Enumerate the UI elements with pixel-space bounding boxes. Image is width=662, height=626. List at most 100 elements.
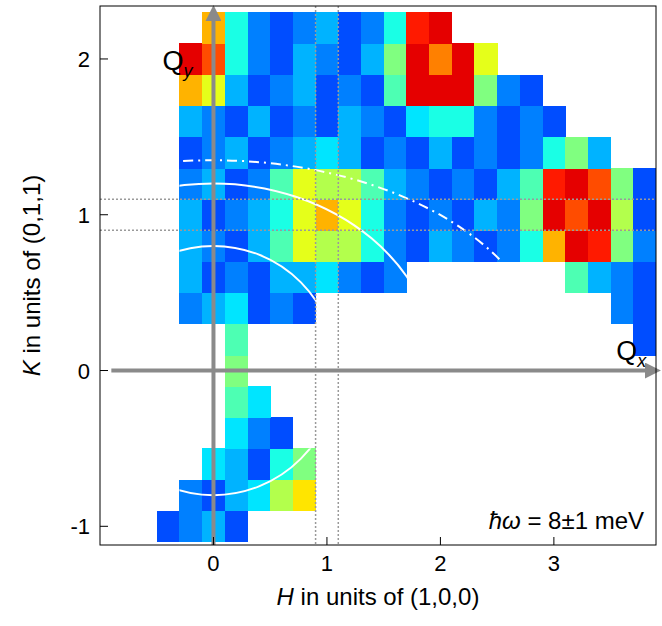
heat-cell <box>361 43 384 75</box>
x-axis-label: H in units of (1,0,0) <box>277 583 480 610</box>
heat-cell <box>565 168 588 200</box>
heat-cell <box>406 137 429 169</box>
heat-cell <box>633 199 656 231</box>
heat-cell <box>520 230 543 262</box>
x-tick-label: 2 <box>434 551 446 576</box>
heat-cell <box>338 168 361 200</box>
heat-cell <box>225 199 248 231</box>
heat-cell <box>474 137 497 169</box>
heat-cell <box>293 75 316 107</box>
heat-cell <box>316 261 339 293</box>
heat-cell <box>429 43 452 75</box>
heat-cell <box>179 261 202 293</box>
heat-cell <box>452 43 475 75</box>
q-arrow <box>111 369 653 373</box>
x-tick <box>553 537 554 545</box>
heat-cell <box>248 417 271 449</box>
chart: QxQy0123-1012H in units of (1,0,0)K in u… <box>0 0 662 626</box>
heat-cell <box>474 168 497 200</box>
heat-cell <box>225 324 248 356</box>
heat-cell <box>474 75 497 107</box>
y-tick-label: 2 <box>78 47 90 72</box>
heat-cell <box>270 12 293 44</box>
heat-cell <box>338 43 361 75</box>
heat-cell <box>248 386 271 418</box>
heat-cell <box>611 199 634 231</box>
heat-cell <box>497 106 520 138</box>
heat-cell <box>225 293 248 325</box>
heat-cell <box>316 230 339 262</box>
heat-cell <box>293 480 316 512</box>
heat-cell <box>179 137 202 169</box>
heat-cell <box>543 137 566 169</box>
guide-line-v <box>338 6 340 545</box>
heat-cell <box>429 230 452 262</box>
heat-cell <box>270 293 293 325</box>
heat-cell <box>316 12 339 44</box>
heat-cell <box>633 261 656 293</box>
energy-annotation: ħω = 8±1 meV <box>489 507 644 534</box>
heat-cell <box>179 199 202 231</box>
heat-cell <box>338 106 361 138</box>
heat-cell <box>248 43 271 75</box>
heat-cell <box>611 230 634 262</box>
q-letter: Q <box>162 46 183 76</box>
heat-cell <box>248 199 271 231</box>
heat-cell <box>248 106 271 138</box>
heat-cell <box>361 137 384 169</box>
heat-cell <box>316 137 339 169</box>
y-tick-label: 1 <box>78 203 90 228</box>
italic-part: H <box>277 583 295 610</box>
guide-line-v <box>315 6 317 545</box>
y-tick-label: -1 <box>70 514 90 539</box>
heat-cell <box>384 199 407 231</box>
heat-cell <box>179 106 202 138</box>
heat-cell <box>543 106 566 138</box>
heat-cell <box>406 43 429 75</box>
heat-cell <box>406 75 429 107</box>
heat-cell <box>270 43 293 75</box>
heat-cell <box>633 230 656 262</box>
heat-cell <box>474 106 497 138</box>
heat-cell <box>588 168 611 200</box>
heat-cell <box>179 480 202 512</box>
heat-cell <box>384 230 407 262</box>
heat-cell <box>270 417 293 449</box>
heat-cell <box>361 261 384 293</box>
heat-cell <box>497 137 520 169</box>
heat-cell <box>406 168 429 200</box>
heat-cell <box>361 12 384 44</box>
x-tick <box>326 537 327 545</box>
plot-frame <box>100 6 656 545</box>
heat-cell <box>225 137 248 169</box>
heat-cell <box>588 137 611 169</box>
heat-cell <box>338 75 361 107</box>
heat-cell <box>429 106 452 138</box>
heat-cell <box>293 168 316 200</box>
heat-cell <box>520 137 543 169</box>
heat-cell <box>565 137 588 169</box>
heat-cell <box>543 168 566 200</box>
heat-cell <box>520 75 543 107</box>
y-axis-label: K in units of (0,1,1) <box>18 175 45 376</box>
heat-cell <box>384 43 407 75</box>
heat-cell <box>361 106 384 138</box>
heat-cell <box>270 106 293 138</box>
heat-cell <box>633 168 656 200</box>
heat-cell <box>338 12 361 44</box>
x-tick-label: 1 <box>321 551 333 576</box>
plain-part: in units of (0,1,1) <box>18 175 45 360</box>
heat-cell <box>270 480 293 512</box>
heat-cell <box>406 230 429 262</box>
heat-cell <box>384 137 407 169</box>
heat-cell <box>384 168 407 200</box>
y-tick-label: 0 <box>78 359 90 384</box>
q-subscript: x <box>636 351 647 371</box>
heat-cell <box>225 448 248 480</box>
heat-cell <box>248 480 271 512</box>
heat-cell <box>225 480 248 512</box>
heat-cell <box>497 168 520 200</box>
x-tick-label: 0 <box>207 551 219 576</box>
heat-cell <box>429 75 452 107</box>
heat-cell <box>565 230 588 262</box>
